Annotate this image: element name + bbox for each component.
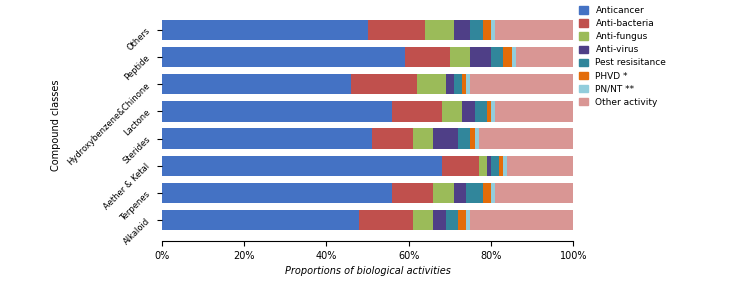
Bar (454, 20, 470, 40)
Bar (368, 20, 425, 40)
Bar (495, 183, 573, 203)
Bar (503, 156, 507, 176)
Bar (487, 101, 491, 122)
Bar (491, 156, 499, 176)
X-axis label: Proportions of biological activities: Proportions of biological activities (284, 266, 451, 276)
Bar (470, 20, 483, 40)
Bar (483, 183, 491, 203)
Bar (162, 74, 351, 94)
Bar (470, 47, 491, 67)
Bar (434, 210, 445, 230)
Bar (162, 210, 359, 230)
Bar (434, 183, 454, 203)
Bar (499, 156, 503, 176)
Bar (466, 210, 470, 230)
Y-axis label: Compound classes: Compound classes (51, 79, 60, 171)
Bar (372, 128, 413, 149)
Bar (483, 20, 491, 40)
Bar (462, 74, 466, 94)
Bar (162, 128, 372, 149)
Bar (359, 210, 413, 230)
Bar (470, 210, 573, 230)
Legend: Anticancer, Anti-bacteria, Anti-fungus, Anti-virus, Pest resisitance, PHVD *, PN: Anticancer, Anti-bacteria, Anti-fungus, … (578, 5, 668, 108)
Bar (491, 183, 495, 203)
Bar (392, 183, 434, 203)
Bar (392, 101, 442, 122)
Bar (162, 20, 368, 40)
Bar (434, 128, 458, 149)
Bar (413, 128, 434, 149)
Bar (478, 156, 487, 176)
Bar (466, 74, 470, 94)
Bar (487, 156, 491, 176)
Bar (512, 47, 516, 67)
Bar (454, 183, 466, 203)
Bar (445, 74, 454, 94)
Bar (507, 156, 573, 176)
Bar (491, 101, 495, 122)
Bar (458, 128, 470, 149)
Bar (466, 183, 483, 203)
Bar (491, 20, 495, 40)
Bar (417, 74, 445, 94)
Bar (404, 47, 450, 67)
Bar (495, 20, 573, 40)
Bar (470, 74, 573, 94)
Bar (442, 156, 478, 176)
Bar (425, 20, 454, 40)
Bar (162, 101, 392, 122)
Bar (503, 47, 512, 67)
Bar (478, 128, 573, 149)
Bar (442, 101, 462, 122)
Bar (491, 47, 503, 67)
Bar (454, 74, 462, 94)
Bar (470, 128, 475, 149)
Bar (351, 74, 417, 94)
Bar (162, 156, 442, 176)
Bar (495, 101, 573, 122)
Bar (413, 210, 434, 230)
Bar (462, 101, 475, 122)
Bar (475, 128, 478, 149)
Bar (162, 183, 392, 203)
Bar (162, 47, 404, 67)
Bar (450, 47, 470, 67)
Bar (445, 210, 458, 230)
Bar (516, 47, 573, 67)
Bar (475, 101, 487, 122)
Bar (458, 210, 466, 230)
